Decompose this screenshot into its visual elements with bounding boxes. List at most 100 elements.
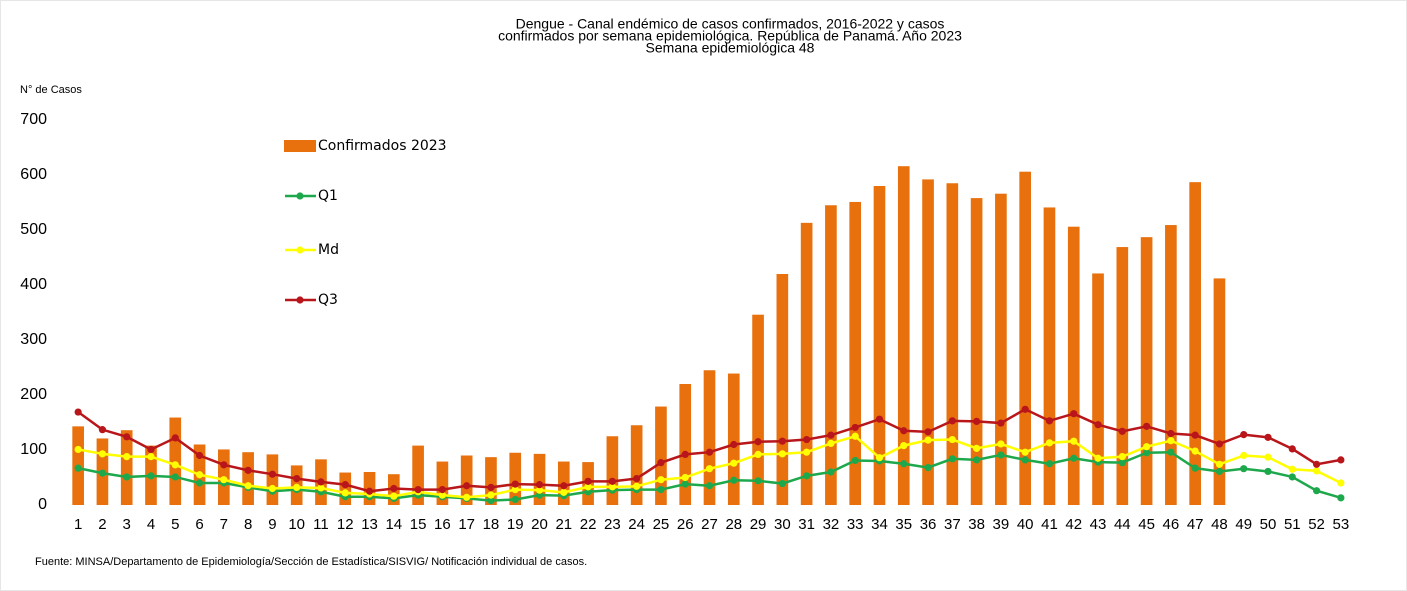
point	[1045, 460, 1054, 468]
x-tick-label: 36	[920, 516, 937, 533]
point	[803, 448, 811, 456]
bar	[412, 445, 424, 505]
x-tick-label: 12	[337, 516, 354, 533]
y-tick-label: 300	[20, 331, 47, 348]
point	[293, 475, 301, 483]
point	[948, 417, 956, 425]
point	[1337, 479, 1345, 487]
point	[1070, 410, 1078, 418]
x-tick-label: 32	[823, 516, 840, 533]
point	[1288, 473, 1296, 481]
bar	[1116, 247, 1129, 506]
point	[195, 479, 204, 487]
chart-title: Semana epidemiológica 48	[646, 40, 815, 56]
point	[341, 481, 349, 489]
point	[123, 433, 131, 441]
point	[341, 489, 349, 497]
source-note: Fuente: MINSA/Departamento de Epidemiolo…	[35, 556, 587, 568]
point	[74, 445, 82, 454]
y-tick-label: 200	[20, 386, 47, 403]
bar	[1019, 171, 1032, 505]
x-tick-label: 42	[1065, 516, 1082, 533]
bar	[606, 436, 619, 505]
point	[1240, 465, 1248, 473]
point	[705, 448, 714, 456]
point	[1021, 405, 1029, 413]
point	[1118, 453, 1126, 461]
point	[997, 440, 1005, 448]
point	[778, 479, 786, 488]
x-tick-label: 53	[1333, 516, 1350, 533]
point	[511, 486, 519, 494]
point	[123, 453, 131, 461]
y-tick-label: 100	[20, 441, 47, 458]
bar	[922, 179, 934, 505]
x-tick-label: 34	[871, 516, 888, 533]
point	[948, 455, 956, 463]
bar	[1067, 226, 1080, 505]
point	[608, 483, 616, 491]
x-tick-label: 13	[361, 516, 378, 533]
bar	[1092, 273, 1104, 505]
point	[584, 488, 592, 496]
point	[900, 427, 908, 435]
x-tick-label: 2	[98, 516, 106, 533]
point	[123, 473, 131, 481]
point	[875, 415, 884, 423]
legend-swatch	[296, 246, 304, 254]
point	[365, 487, 374, 495]
bar	[752, 314, 764, 505]
point	[74, 408, 82, 416]
point	[803, 472, 811, 480]
point	[244, 466, 252, 474]
x-tick-label: 9	[268, 516, 276, 533]
point	[997, 451, 1005, 459]
x-tick-label: 26	[677, 516, 694, 533]
point	[827, 439, 835, 447]
x-tick-label: 35	[895, 516, 912, 533]
point	[1070, 437, 1078, 445]
y-tick-label: 0	[38, 496, 47, 513]
point	[1264, 453, 1272, 461]
x-tick-label: 52	[1308, 516, 1325, 533]
x-tick-label: 30	[774, 516, 791, 533]
x-tick-label: 46	[1163, 516, 1180, 533]
point	[1312, 460, 1321, 468]
point	[584, 477, 592, 485]
point	[1045, 439, 1054, 447]
x-tick-label: 18	[483, 516, 500, 533]
point	[1094, 421, 1102, 429]
x-tick-label: 21	[555, 516, 572, 533]
point	[778, 450, 786, 458]
point	[560, 482, 568, 490]
point	[171, 473, 179, 481]
bar	[242, 452, 254, 505]
bar	[703, 370, 716, 505]
point	[1215, 467, 1224, 476]
point	[511, 495, 519, 504]
x-tick-label: 33	[847, 516, 864, 533]
bar	[1140, 237, 1153, 505]
point	[973, 444, 981, 452]
point	[851, 456, 859, 465]
bar	[873, 186, 886, 505]
point	[875, 454, 884, 462]
x-tick-label: 28	[725, 516, 742, 533]
point	[268, 484, 277, 493]
point	[195, 471, 204, 479]
x-tick-label: 10	[288, 516, 305, 533]
x-tick-label: 29	[750, 516, 767, 533]
x-tick-label: 41	[1041, 516, 1058, 533]
point	[1118, 459, 1126, 467]
point	[1167, 437, 1175, 445]
chart-title: confirmados por semana epidemiológica. R…	[498, 28, 962, 44]
point	[147, 445, 155, 454]
point	[414, 486, 422, 494]
bar	[655, 406, 667, 505]
point	[560, 488, 568, 496]
x-tick-label: 40	[1017, 516, 1034, 533]
point	[681, 450, 689, 458]
point	[1191, 447, 1199, 455]
x-tick-label: 15	[410, 516, 427, 533]
point	[1288, 445, 1296, 453]
